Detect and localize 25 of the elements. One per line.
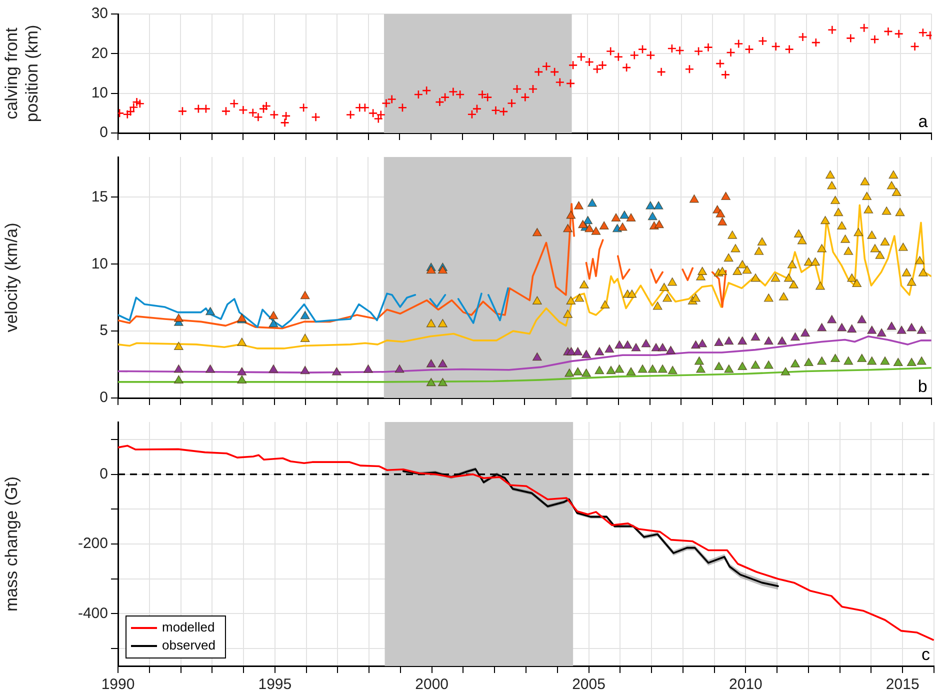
y-axis-title: calving front position (km) bbox=[2, 24, 42, 122]
y-axis-title: mass change (Gt) bbox=[2, 476, 21, 612]
x-tick-label: 2000 bbox=[415, 676, 449, 694]
y-tick-label: 10 bbox=[91, 84, 108, 102]
y-tick-label: -400 bbox=[78, 604, 108, 622]
y-tick-label: 10 bbox=[91, 255, 108, 272]
legend-label: observed bbox=[162, 638, 216, 653]
y-tick-label: 0 bbox=[100, 465, 108, 482]
y-tick-label: 15 bbox=[91, 188, 108, 206]
x-tick-label: 1990 bbox=[101, 676, 135, 694]
annotation: a bbox=[918, 112, 928, 132]
x-tick-label: 2015 bbox=[886, 676, 920, 694]
y-tick-label: -200 bbox=[78, 535, 108, 552]
x-tick-label: 2010 bbox=[729, 676, 762, 694]
y-tick-label: 20 bbox=[91, 44, 108, 62]
y-tick-label: 30 bbox=[91, 5, 108, 22]
annotation: b bbox=[918, 377, 928, 396]
x-tick-label: 2005 bbox=[572, 676, 606, 694]
legend-label: modelled bbox=[162, 620, 215, 635]
x-tick-label: 1995 bbox=[258, 676, 292, 694]
y-tick-label: 0 bbox=[100, 124, 108, 142]
annotation: c bbox=[922, 645, 930, 664]
y-tick-label: 5 bbox=[100, 322, 108, 340]
y-axis-title: velocity (km/a) bbox=[2, 222, 21, 332]
y-tick-label: 0 bbox=[100, 389, 108, 406]
